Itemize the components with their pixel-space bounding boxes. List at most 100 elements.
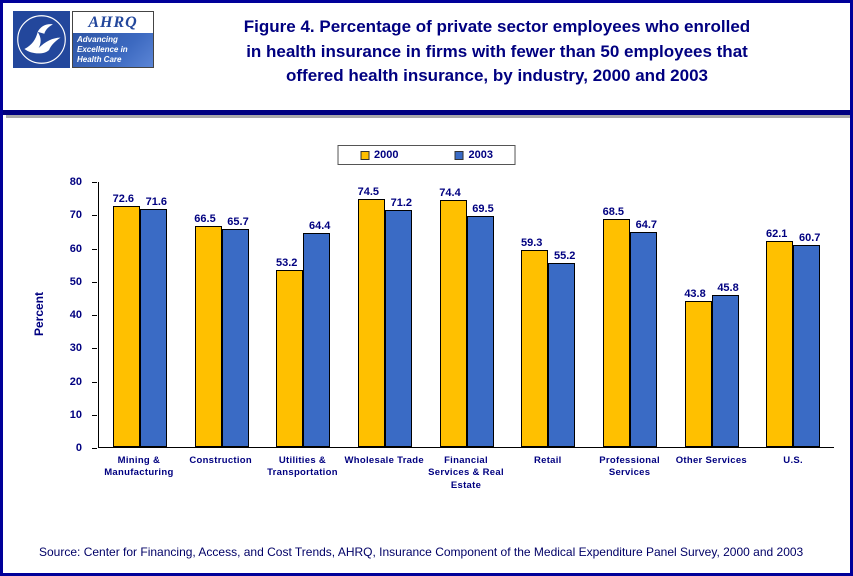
bar-2000: 62.1 bbox=[765, 182, 794, 447]
bar-2000: 72.6 bbox=[113, 182, 140, 447]
bar-value-label: 64.7 bbox=[635, 218, 658, 231]
legend-label: 2000 bbox=[374, 149, 399, 161]
y-tick-label: 50 bbox=[69, 275, 82, 288]
legend: 2000 2003 bbox=[337, 145, 516, 165]
bar-2000: 59.3 bbox=[520, 182, 549, 447]
figure-title: Figure 4. Percentage of private sector e… bbox=[154, 11, 840, 89]
bar-group: 53.2 64.4 bbox=[262, 182, 344, 447]
bar-value-label: 74.5 bbox=[357, 186, 380, 199]
bar-value-label: 71.6 bbox=[145, 195, 168, 208]
bar-value-label: 45.8 bbox=[717, 281, 739, 294]
y-tick-mark bbox=[92, 414, 97, 416]
bar-rect bbox=[684, 301, 712, 447]
bar-value-label: 69.5 bbox=[472, 202, 494, 215]
x-category-label: Financial Services & Real Estate bbox=[428, 455, 504, 491]
header-divider bbox=[3, 110, 850, 115]
bar-rect bbox=[303, 232, 331, 447]
bar-rect bbox=[629, 231, 657, 447]
x-category-label: Retail bbox=[533, 455, 562, 466]
bar-rect bbox=[602, 219, 630, 447]
bar-2003: 64.4 bbox=[303, 182, 330, 447]
bar-rect bbox=[521, 249, 549, 447]
bar-rect bbox=[466, 215, 494, 447]
bar-value-label: 65.7 bbox=[227, 215, 249, 228]
bar-2000: 68.5 bbox=[603, 182, 630, 447]
y-tick-label: 0 bbox=[75, 442, 82, 454]
hhs-logo bbox=[13, 11, 70, 68]
bar-2003: 71.6 bbox=[139, 182, 168, 447]
bar-2003: 55.2 bbox=[548, 182, 575, 447]
x-axis-labels: Mining & Manufacturing Construction Utilit… bbox=[98, 452, 834, 492]
bar-rect bbox=[276, 270, 304, 447]
figure-title-line: offered health insurance, by industry, 2… bbox=[286, 66, 708, 86]
y-tick-mark bbox=[92, 315, 97, 316]
plot-area: 72.6 71.6 66.5 65.7 53.2 64.4 74.5 71.2 74.4 69.5… bbox=[98, 182, 834, 448]
bar-rect bbox=[357, 199, 385, 447]
x-category-label: Other Services bbox=[675, 455, 747, 466]
bar-value-label: 71.2 bbox=[390, 197, 413, 210]
bar-value-label: 60.7 bbox=[798, 232, 821, 245]
figure-title-line: in health insurance in firms with fewer … bbox=[246, 41, 748, 61]
bar-2000: 66.5 bbox=[194, 182, 222, 447]
bar-value-label: 74.4 bbox=[439, 186, 461, 199]
bar-rect bbox=[112, 205, 140, 447]
bar-value-label: 43.8 bbox=[684, 288, 706, 301]
bar-group: 68.5 64.7 bbox=[589, 182, 671, 447]
bar-rect bbox=[439, 199, 467, 447]
y-tick-mark bbox=[92, 381, 97, 383]
x-category-label: Utilities & Transportation bbox=[267, 455, 338, 479]
bar-rect bbox=[221, 228, 249, 447]
bar-rect bbox=[139, 208, 167, 447]
bar-rect bbox=[766, 240, 794, 447]
y-tick-label: 20 bbox=[69, 375, 82, 388]
y-tick-label: 30 bbox=[69, 342, 82, 355]
legend-label: 2003 bbox=[468, 149, 493, 161]
bar-value-label: 53.2 bbox=[275, 257, 298, 270]
bar-value-label: 59.3 bbox=[520, 236, 543, 249]
bar-2000: 43.8 bbox=[684, 182, 712, 447]
y-tick-label: 80 bbox=[69, 176, 82, 188]
x-category-label: U.S. bbox=[783, 455, 803, 466]
ahrq-tagline-line: Excellence in bbox=[77, 45, 128, 54]
x-category-label: Professional Services bbox=[599, 455, 660, 479]
bar-value-label: 62.1 bbox=[765, 227, 788, 240]
bar-rect bbox=[711, 294, 739, 447]
bar-group: 74.5 71.2 bbox=[344, 182, 426, 447]
header: AHRQ Advancing Excellence in Health Care… bbox=[3, 3, 850, 110]
bar-group: 72.6 71.6 bbox=[99, 182, 181, 447]
ahrq-logo: AHRQ Advancing Excellence in Health Care bbox=[72, 11, 154, 68]
y-tick-label: 60 bbox=[69, 242, 82, 255]
bar-2003: 64.7 bbox=[629, 182, 658, 447]
ahrq-logo-text: AHRQ bbox=[73, 12, 153, 33]
ahrq-logo-tagline: Advancing Excellence in Health Care bbox=[73, 33, 153, 67]
bar-group: 59.3 55.2 bbox=[507, 182, 589, 447]
x-category-label: Wholesale Trade bbox=[344, 455, 424, 466]
bar-2000: 74.4 bbox=[439, 182, 467, 447]
bar-value-label: 55.2 bbox=[553, 250, 576, 263]
bar-value-label: 64.4 bbox=[308, 219, 331, 232]
legend-swatch-2003 bbox=[454, 150, 464, 160]
y-tick-mark bbox=[92, 348, 97, 350]
legend-swatch-2000 bbox=[360, 150, 370, 160]
legend-item-2000: 2000 bbox=[360, 149, 399, 161]
bar-chart: 2000 2003 Percent 0 10 20 30 40 50 60 70 80 72.6 7… bbox=[3, 115, 850, 520]
bar-2003: 65.7 bbox=[221, 182, 249, 447]
bar-2000: 53.2 bbox=[275, 182, 304, 447]
y-axis: 0 10 20 30 40 50 60 70 80 bbox=[3, 176, 98, 454]
bar-group: 43.8 45.8 bbox=[671, 182, 753, 447]
bar-group: 66.5 65.7 bbox=[181, 182, 263, 447]
bar-rect bbox=[384, 210, 412, 447]
legend-item-2003: 2003 bbox=[454, 149, 493, 161]
bar-rect bbox=[194, 225, 222, 447]
y-tick-mark bbox=[92, 281, 97, 283]
bar-2003: 45.8 bbox=[711, 182, 739, 447]
bar-rect bbox=[793, 245, 821, 447]
logo-block: AHRQ Advancing Excellence in Health Care bbox=[13, 11, 154, 68]
bar-group: 74.4 69.5 bbox=[426, 182, 508, 447]
y-tick-mark bbox=[92, 248, 97, 250]
bar-2003: 71.2 bbox=[384, 182, 413, 447]
bar-value-label: 66.5 bbox=[194, 212, 216, 225]
x-category-label: Construction bbox=[189, 455, 253, 466]
figure-title-line: Figure 4. Percentage of private sector e… bbox=[243, 17, 751, 36]
